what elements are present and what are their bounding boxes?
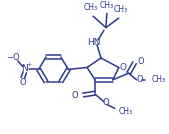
Text: N: N bbox=[21, 64, 28, 73]
Text: CH₃: CH₃ bbox=[114, 5, 128, 14]
Text: +: + bbox=[26, 62, 31, 67]
Text: CH₃: CH₃ bbox=[100, 1, 114, 10]
Text: HN: HN bbox=[87, 38, 101, 47]
Text: CH₃: CH₃ bbox=[84, 3, 98, 12]
Text: O: O bbox=[71, 91, 78, 100]
Text: O: O bbox=[119, 63, 126, 72]
Text: CH₃: CH₃ bbox=[119, 107, 133, 116]
Text: CH₃: CH₃ bbox=[151, 75, 166, 84]
Text: O: O bbox=[136, 75, 143, 84]
Text: O: O bbox=[103, 98, 109, 107]
Text: O: O bbox=[138, 57, 144, 66]
Text: −O: −O bbox=[6, 53, 20, 62]
Text: O: O bbox=[19, 78, 26, 87]
